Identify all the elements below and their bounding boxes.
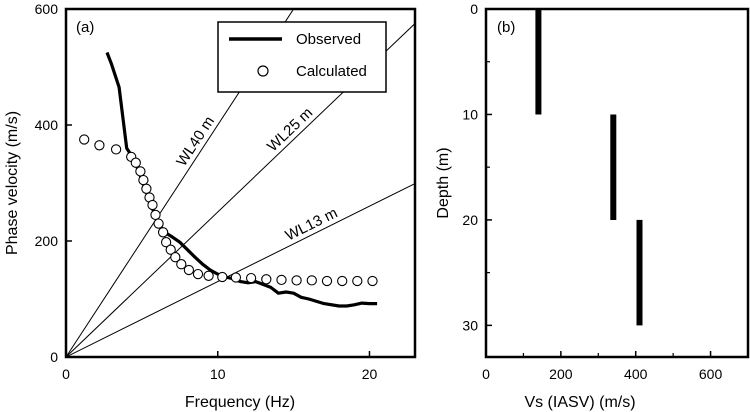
y-tick-label-b: 20 — [462, 212, 478, 228]
x-tick-label-a: 0 — [62, 366, 70, 382]
y-axis-ticks-a: 0 200 400 600 — [35, 1, 72, 365]
reference-line-label-1: WL40 m — [173, 113, 218, 169]
calculated-point — [217, 271, 228, 283]
calculated-point — [245, 272, 257, 284]
calculated-point — [176, 259, 187, 270]
legend-calculated-swatch — [257, 65, 269, 77]
x-axis-label-b: Vs (IASV) (m/s) — [524, 394, 635, 411]
velocity-layer-1 — [535, 9, 542, 115]
reference-line-label-2: WL25 m — [264, 104, 316, 155]
x-tick-label-a: 10 — [210, 366, 226, 382]
calculated-point — [367, 275, 378, 287]
x-axis-label-a: Frequency (Hz) — [185, 394, 295, 411]
calculated-point — [79, 134, 90, 145]
calculated-point — [230, 272, 242, 283]
x-tick-label-a: 20 — [362, 366, 378, 382]
y-tick-label-a: 600 — [35, 1, 59, 17]
calculated-point — [203, 270, 214, 281]
y-tick-label-b: 0 — [470, 1, 478, 17]
x-tick-label-b: 0 — [482, 366, 490, 382]
calculated-point — [337, 275, 348, 287]
velocity-layer-2 — [610, 114, 617, 220]
panel-label-a: (a) — [76, 19, 94, 36]
calculated-point — [110, 144, 122, 155]
calculated-point — [321, 275, 333, 287]
calculated-point — [276, 274, 287, 286]
x-axis-ticks-a: 0 10 20 — [62, 351, 377, 382]
calculated-point — [153, 218, 164, 229]
y-axis-label-b: Depth (m) — [435, 147, 452, 218]
calculated-point — [147, 199, 158, 211]
velocity-profile — [535, 9, 643, 326]
plot-frame-b — [484, 7, 750, 359]
y-tick-label-a: 0 — [50, 349, 58, 365]
x-tick-label-b: 600 — [699, 366, 723, 382]
panel-label-b: (b) — [497, 19, 515, 36]
calculated-point — [150, 209, 161, 221]
calculated-point — [157, 227, 169, 238]
calculated-point — [165, 244, 176, 255]
legend-calculated-label: Calculated — [296, 63, 367, 80]
calculated-point — [306, 275, 317, 286]
calculated-point — [94, 140, 105, 151]
calculated-point — [183, 264, 195, 276]
calculated-point — [138, 174, 149, 186]
legend: Observed Calculated — [217, 21, 387, 93]
calculated-point — [352, 275, 363, 287]
y-tick-label-a: 400 — [35, 117, 59, 133]
x-tick-label-b: 400 — [624, 366, 648, 382]
reference-line-3 — [66, 183, 415, 357]
x-axis-ticks-b: 0 200 400 600 — [482, 351, 722, 382]
calculated-series — [79, 134, 378, 287]
x-tick-label-b: 200 — [549, 366, 573, 382]
y-axis-label-a: Phase velocity (m/s) — [4, 111, 21, 255]
velocity-layer-3 — [636, 219, 643, 326]
calculated-point — [192, 268, 204, 280]
calculated-point — [135, 166, 146, 177]
y-axis-ticks-b: 0 10 20 30 — [462, 1, 492, 333]
legend-box — [217, 21, 387, 93]
calculated-point — [160, 237, 172, 248]
y-tick-label-b: 10 — [462, 106, 478, 122]
calculated-point — [141, 183, 152, 194]
y-tick-label-a: 200 — [35, 233, 59, 249]
legend-observed-label: Observed — [296, 31, 361, 48]
calculated-point — [130, 157, 141, 168]
plot-frame-a — [64, 7, 417, 359]
panel-b: 0 200 400 600 0 10 20 30 (b) Vs (IASV) (m/s) D… — [435, 1, 750, 411]
y-tick-label-b: 30 — [462, 317, 478, 333]
reference-line-label-3: WL13 m — [283, 204, 341, 244]
calculated-point — [291, 275, 302, 286]
calculated-point — [261, 274, 272, 285]
calculated-point — [170, 252, 181, 263]
